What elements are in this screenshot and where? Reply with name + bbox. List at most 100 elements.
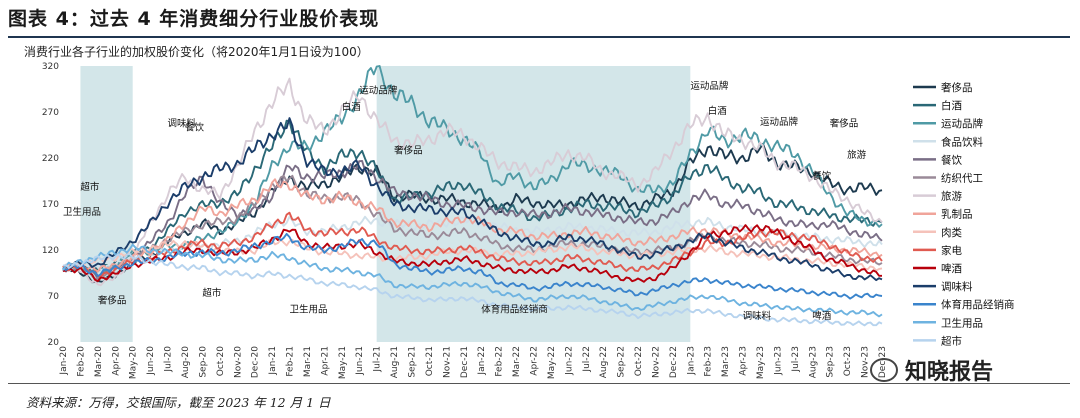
chart-annotation: 调味料 — [743, 310, 772, 322]
x-tick-label: Oct-22 — [634, 346, 644, 376]
x-tick-label: Nov-22 — [651, 346, 661, 378]
x-tick-label: Mar-22 — [512, 346, 522, 377]
x-tick-label: Oct-21 — [425, 346, 435, 376]
x-tick-label: Jul-21 — [373, 346, 383, 373]
x-tick-label: Apr-21 — [320, 346, 330, 376]
x-tick-label: Sep-21 — [408, 346, 418, 378]
chart-annotation: 啤酒 — [812, 310, 832, 322]
x-tick-label: Mar-20 — [94, 346, 104, 377]
x-tick-label: Nov-21 — [442, 346, 452, 378]
chart-annotation: 白酒 — [342, 101, 362, 113]
x-tick-label: Jul-22 — [582, 346, 592, 373]
chart-annotation: 奢侈品 — [98, 294, 127, 306]
x-tick-label: Jun-21 — [355, 346, 365, 376]
legend-label: 餐饮 — [941, 153, 962, 166]
legend-label: 家电 — [941, 244, 962, 257]
legend-label: 超市 — [941, 334, 962, 347]
x-tick-label: Feb-21 — [286, 346, 296, 377]
footer-divider — [8, 383, 1070, 384]
x-tick-label: Jul-20 — [164, 346, 174, 373]
x-tick-label: Jan-22 — [477, 346, 487, 376]
chart-annotation: 体育用品经销商 — [481, 304, 548, 316]
y-tick-label: 170 — [42, 200, 59, 210]
chart-annotation: 餐饮 — [185, 121, 205, 133]
series-lines — [62, 65, 883, 327]
legend-label: 食品饮料 — [941, 135, 983, 148]
series-line-6 — [62, 77, 883, 287]
series-line-11 — [62, 117, 883, 282]
chart-annotation: 奢侈品 — [830, 118, 859, 130]
chart-annotation: 卫生用品 — [63, 206, 101, 218]
x-tick-label: Jun-23 — [773, 346, 783, 376]
x-tick-label: Jul-23 — [791, 346, 801, 373]
x-tick-label: May-23 — [756, 346, 766, 379]
x-tick-label: Aug-20 — [181, 346, 191, 379]
chart-annotation: 卫生用品 — [290, 304, 328, 316]
page-title: 图表 4：过去 4 年消费细分行业股价表现 — [8, 8, 380, 30]
chart-annotation: 超市 — [80, 181, 100, 193]
x-tick-label: May-20 — [129, 346, 139, 379]
x-tick-label: Jun-22 — [564, 346, 574, 376]
legend: 奢侈品白酒运动品牌食品饮料餐饮纺织代工旅游乳制品肉类家电啤酒调味料体育用品经销商… — [913, 81, 1015, 347]
series-line-1 — [62, 119, 883, 272]
x-tick-label: Dec-20 — [251, 346, 261, 378]
y-tick-label: 70 — [48, 292, 60, 302]
series-line-2 — [62, 65, 883, 274]
legend-label: 卫生用品 — [941, 316, 983, 329]
legend-label: 奢侈品 — [941, 81, 973, 94]
chart-annotation: 调味料 — [168, 118, 197, 130]
x-tick-label: Apr-20 — [111, 346, 121, 376]
series-line-13 — [62, 243, 883, 318]
legend-label: 白酒 — [941, 99, 962, 112]
legend-label: 肉类 — [941, 226, 962, 239]
x-tick-label: Feb-22 — [495, 346, 505, 377]
legend-label: 运动品牌 — [941, 117, 983, 130]
chart-annotation: 餐饮 — [812, 170, 832, 182]
legend-label: 啤酒 — [941, 262, 962, 275]
chart-annotation: 运动品牌 — [690, 80, 729, 92]
x-tick-label: Oct-23 — [843, 346, 853, 376]
wechat-icon — [870, 358, 898, 382]
x-tick-label: Sep-20 — [198, 346, 208, 378]
x-tick-label: Aug-23 — [808, 346, 818, 378]
chart-annotation: 奢侈品 — [394, 144, 423, 156]
y-tick-label: 270 — [42, 108, 59, 118]
x-tick-label: Mar-23 — [721, 346, 731, 377]
series-line-10 — [62, 224, 882, 283]
y-axis-ticks: 20 70 120 170 220 270 320 — [42, 62, 59, 348]
legend-label: 纺织代工 — [941, 172, 983, 185]
watermark: 知晓报告 — [905, 360, 994, 385]
legend-label: 体育用品经销商 — [941, 298, 1015, 311]
x-tick-label: Apr-22 — [529, 346, 539, 376]
chart-subtitle: 消费行业各子行业的加权股价变化（将2020年1月1日设为100） — [24, 45, 369, 59]
chart-annotation: 超市 — [202, 287, 222, 299]
legend-label: 乳制品 — [941, 208, 973, 221]
series-line-14 — [62, 252, 883, 327]
x-tick-label: Aug-21 — [390, 346, 400, 378]
y-tick-label: 20 — [48, 338, 60, 348]
legend-label: 旅游 — [941, 190, 962, 203]
x-tick-label: May-22 — [547, 346, 557, 379]
x-tick-label: Mar-21 — [303, 346, 313, 377]
chart-annotation: 运动品牌 — [760, 116, 799, 128]
x-tick-label: Oct-20 — [216, 346, 226, 377]
x-tick-label: Jan-20 — [59, 346, 69, 376]
x-tick-label: Jan-23 — [686, 346, 696, 376]
chart-annotation: 旅游 — [847, 149, 867, 161]
series-line-9 — [62, 211, 883, 278]
x-tick-label: Dec-21 — [460, 346, 470, 378]
x-tick-label: Feb-23 — [704, 346, 714, 377]
series-line-5 — [62, 174, 883, 280]
source-note: 资料来源：万得，交银国际，截至 2023 年 12 月 1 日 — [26, 395, 331, 410]
series-line-4 — [62, 159, 883, 280]
x-tick-label: Jan-21 — [268, 346, 278, 376]
series-line-12 — [62, 232, 883, 300]
y-tick-label: 220 — [42, 154, 59, 164]
x-tick-label: Apr-23 — [739, 346, 749, 376]
y-tick-label: 120 — [42, 246, 59, 256]
x-tick-label: Sep-23 — [826, 346, 836, 378]
x-tick-label: Feb-20 — [76, 346, 86, 377]
x-tick-label: Aug-22 — [599, 346, 609, 378]
